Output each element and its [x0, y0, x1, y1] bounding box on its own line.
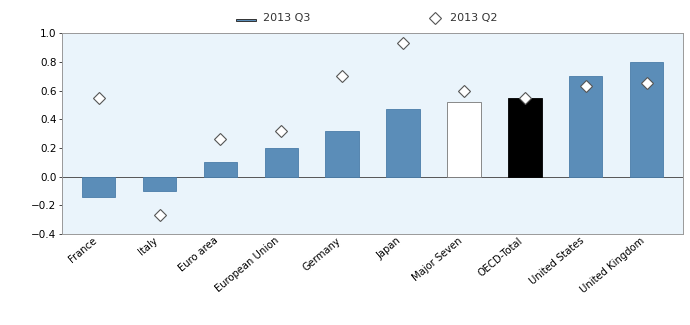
Text: 2013 Q3: 2013 Q3	[263, 13, 310, 23]
Bar	[386, 109, 420, 177]
Bar	[447, 102, 481, 177]
Bar	[508, 98, 542, 177]
Bar	[204, 162, 237, 177]
FancyBboxPatch shape	[236, 19, 257, 21]
Text: 2013 Q2: 2013 Q2	[451, 13, 497, 23]
Bar	[82, 177, 115, 197]
Bar	[569, 76, 602, 177]
Bar	[143, 177, 176, 191]
Bar	[326, 131, 359, 177]
Bar	[630, 62, 663, 177]
Bar	[264, 148, 298, 177]
